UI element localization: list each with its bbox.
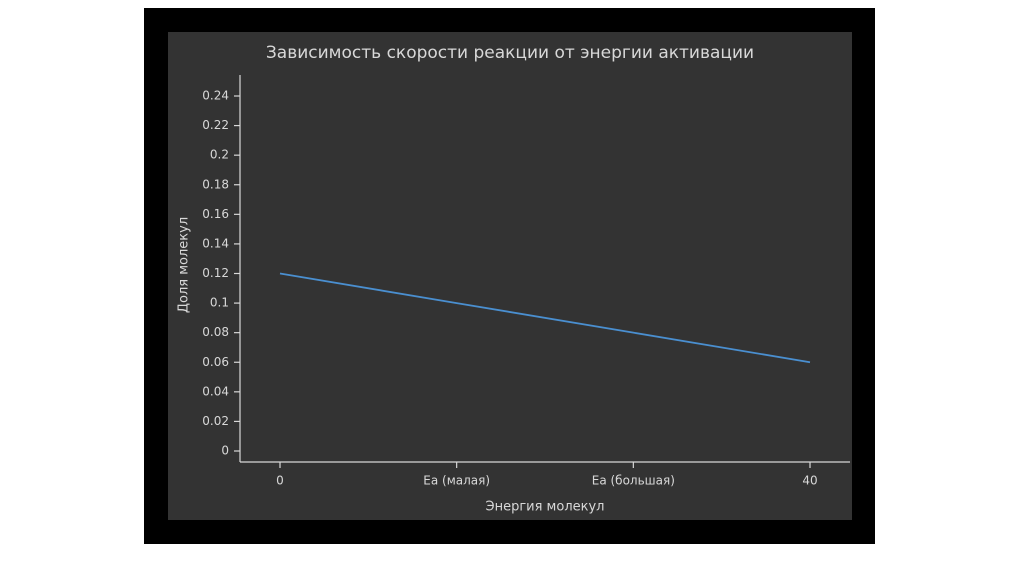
x-tick-label: 0 [276, 474, 284, 488]
chart-panel [168, 32, 852, 520]
x-tick-label: Ea (большая) [592, 474, 675, 488]
y-tick-label: 0.1 [210, 296, 229, 310]
y-tick-label: 0.04 [202, 384, 229, 398]
chart-title: Зависимость скорости реакции от энергии … [266, 43, 754, 63]
line-series [279, 272, 811, 364]
x-axis-label: Энергия молекул [486, 500, 605, 515]
y-tick-label: 0.18 [202, 177, 229, 191]
y-tick-label: 0.24 [202, 89, 229, 103]
y-tick-label: 0.08 [202, 325, 229, 339]
y-tick-label: 0.12 [202, 266, 229, 280]
y-tick-label: 0.14 [202, 236, 229, 250]
x-tick-label: Ea (малая) [423, 474, 490, 488]
y-tick-label: 0.2 [210, 148, 229, 162]
x-tick-label: 40 [802, 474, 817, 488]
y-tick-label: 0.06 [202, 355, 229, 369]
y-tick-label: 0.02 [202, 414, 229, 428]
y-tick-label: 0 [221, 444, 229, 458]
y-tick-label: 0.22 [202, 118, 229, 132]
y-tick-label: 0.16 [202, 207, 229, 221]
y-axis-label: Доля молекул [177, 217, 192, 313]
